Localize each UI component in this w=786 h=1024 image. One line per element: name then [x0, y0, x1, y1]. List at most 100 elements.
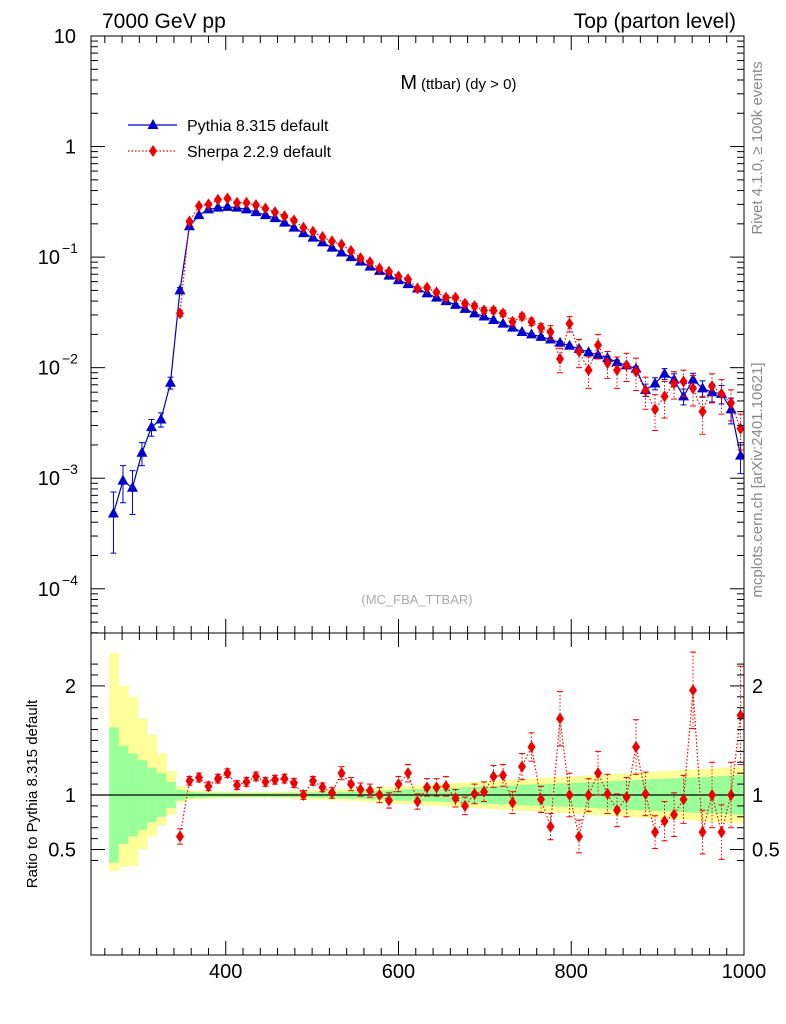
y-tick-label: 10: [38, 468, 60, 490]
mcplots-reference-label: mcplots.cern.ch [arXiv:2401.10621]: [749, 362, 766, 597]
sherpa-point: [451, 291, 460, 304]
sherpa-point: [689, 382, 698, 395]
pythia-point: [659, 367, 671, 378]
legend: Pythia 8.315 default Sherpa 2.2.9 defaul…: [128, 118, 332, 161]
sherpa-ratio-point: [242, 775, 251, 788]
chart-title-sub: (ttbar) (dy > 0): [421, 76, 516, 93]
sherpa-ratio-point: [232, 779, 241, 792]
sherpa-point: [270, 206, 279, 219]
sherpa-ratio-point: [413, 795, 422, 808]
sherpa-point: [641, 384, 650, 397]
pythia-point: [117, 474, 129, 485]
pythia-point: [583, 346, 595, 357]
sherpa-ratio-point: [223, 767, 232, 780]
y-tick-label: 10: [54, 26, 76, 48]
sherpa-point: [575, 345, 584, 358]
sherpa-point: [175, 307, 184, 320]
sherpa-point: [337, 238, 346, 251]
pythia-point: [107, 507, 119, 518]
sherpa-ratio-point: [375, 789, 384, 801]
sherpa-ratio-point: [717, 826, 726, 839]
pythia-point: [516, 326, 528, 337]
sherpa-point: [584, 364, 593, 377]
sherpa-point: [565, 317, 574, 330]
pythia-point: [649, 377, 661, 388]
collider-label: 7000 GeV pp: [102, 10, 226, 33]
sherpa-point: [289, 214, 298, 227]
sherpa-point: [442, 291, 451, 304]
sherpa-point: [232, 196, 241, 209]
sherpa-ratio-point: [204, 780, 213, 793]
sherpa-point: [679, 375, 688, 388]
sherpa-ratio-point: [575, 830, 584, 843]
sherpa-ratio-point: [299, 789, 308, 801]
sherpa-ratio-point: [365, 784, 374, 797]
pythia-point: [450, 298, 462, 309]
legend-sherpa-marker: [149, 145, 157, 157]
pythia-point: [497, 317, 509, 328]
sherpa-ratio-point: [432, 781, 441, 794]
sherpa-ratio-point: [423, 781, 432, 794]
sherpa-point: [670, 377, 679, 390]
y-tick-label-right: 1: [752, 785, 763, 807]
pythia-point: [164, 376, 176, 387]
sherpa-point: [518, 310, 527, 323]
sherpa-ratio-point: [641, 787, 650, 800]
x-tick-label: 800: [555, 961, 588, 983]
ratio-frame: [90, 632, 745, 956]
sherpa-ratio-point: [489, 770, 498, 783]
sherpa-point: [384, 265, 393, 278]
sherpa-point: [556, 352, 565, 365]
pythia-point: [212, 201, 224, 212]
sherpa-point: [242, 196, 251, 209]
sherpa-point: [727, 396, 736, 409]
pythia-point: [288, 221, 300, 232]
sherpa-ratio-point: [518, 760, 527, 773]
sherpa-ratio-point: [175, 830, 184, 843]
y-tick-label: 10: [38, 358, 60, 380]
sherpa-ratio-point: [470, 787, 479, 800]
sherpa-ratio-point: [584, 789, 593, 801]
pythia-point: [136, 446, 148, 457]
sherpa-point: [489, 304, 498, 317]
pythia-point: [554, 336, 566, 347]
sherpa-point: [365, 256, 374, 269]
sherpa-ratio-point: [622, 791, 631, 804]
process-label: Top (parton level): [574, 10, 736, 33]
pythia-point: [221, 200, 233, 211]
sherpa-ratio-point: [442, 780, 451, 793]
sherpa-ratio-point: [356, 783, 365, 796]
pythia-point: [687, 373, 699, 384]
legend-label-pythia: Pythia 8.315 default: [187, 118, 329, 135]
pythia-point: [545, 333, 557, 344]
sherpa-ratio-point: [461, 799, 470, 812]
sherpa-point: [717, 387, 726, 400]
sherpa-ratio-point: [537, 793, 546, 806]
sherpa-point: [346, 244, 355, 257]
pythia-point: [564, 339, 576, 350]
pythia-point: [488, 313, 500, 324]
y-tick-exponent: −1: [62, 240, 78, 256]
sherpa-point: [508, 315, 517, 328]
sherpa-point: [261, 202, 270, 215]
sherpa-point: [537, 321, 546, 334]
sherpa-point: [204, 198, 213, 211]
y-tick-label: 1: [65, 785, 76, 807]
sherpa-ratio-point: [651, 826, 660, 839]
analysis-watermark: (MC_FBA_TTBAR): [361, 592, 472, 607]
sherpa-ratio-point: [556, 712, 565, 725]
sherpa-ratio-point: [185, 774, 194, 787]
sherpa-point: [280, 210, 289, 223]
sherpa-ratio-point: [289, 777, 298, 789]
sherpa-point: [660, 390, 669, 403]
pythia-point: [697, 382, 709, 393]
sherpa-point: [308, 225, 317, 238]
pythia-line: [112, 206, 742, 514]
pythia-point: [126, 481, 138, 492]
sherpa-point: [394, 270, 403, 283]
sherpa-ratio-point: [660, 815, 669, 828]
sherpa-ratio-point: [480, 785, 489, 798]
sherpa-point: [594, 339, 603, 352]
sherpa-ratio-point: [632, 741, 641, 753]
